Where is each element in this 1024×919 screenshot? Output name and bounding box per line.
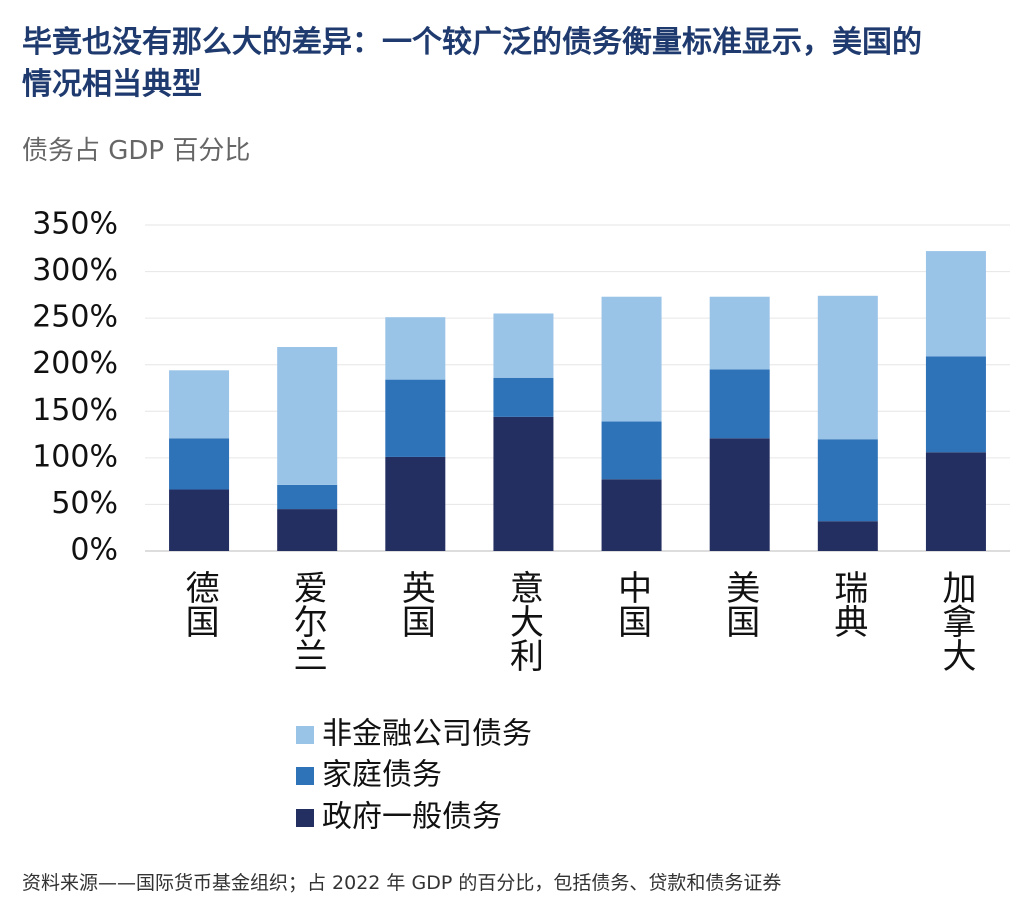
chart: 0% 50% 100% 150% 200% 250% 300% 350% 德国 爱尔兰 英国 意大利 中… (32, 207, 1010, 835)
y-tick-label: 50% (51, 486, 118, 521)
x-tick-label: 瑞典 (828, 570, 868, 638)
chart-subtitle: 债务占 GDP 百分比 (22, 136, 251, 166)
bar-segment (385, 317, 446, 380)
bar-segment (169, 489, 230, 551)
bar-segment (601, 479, 662, 551)
bar-segment (493, 313, 554, 378)
x-tick-label: 爱尔兰 (287, 570, 327, 672)
x-tick-label: 加拿大 (936, 570, 976, 672)
bar-segment (169, 438, 230, 490)
bar-segment (709, 369, 770, 439)
legend-swatch (296, 767, 314, 785)
legend-label: 政府一般债务 (322, 800, 502, 835)
bar-segment (277, 509, 338, 551)
y-tick-label: 300% (32, 253, 118, 288)
x-tick-label: 英国 (395, 570, 435, 638)
source-note: 资料来源——国际货币基金组织；占 2022 年 GDP 的百分比，包括债务、贷款… (22, 872, 782, 894)
bar-segment (817, 439, 878, 522)
bar-segment (925, 452, 986, 551)
bar-segment (817, 521, 878, 551)
chart-title: 毕竟也没有那么大的差异：一个较广泛的债务衡量标准显示，美国的情况相当典型 (22, 25, 922, 102)
legend-label: 家庭债务 (322, 758, 442, 793)
legend-label: 非金融公司债务 (322, 717, 532, 752)
bar-segment (709, 438, 770, 551)
x-tick-label: 德国 (179, 570, 219, 638)
legend-swatch (296, 809, 314, 827)
bar-segment (169, 370, 230, 439)
y-tick-label: 150% (32, 393, 118, 428)
bar-segment (493, 416, 554, 551)
bar-segment (709, 296, 770, 370)
bar-segment (601, 421, 662, 480)
y-tick-label: 0% (70, 533, 118, 568)
y-tick-label: 250% (32, 300, 118, 335)
x-tick-label: 意大利 (503, 570, 543, 672)
bar-segment (277, 484, 338, 510)
bar-segment (277, 347, 338, 485)
y-tick-label: 350% (32, 207, 118, 242)
bar-segment (385, 379, 446, 457)
bar-segment (925, 251, 986, 357)
bar-segment (385, 456, 446, 551)
bar-segment (817, 295, 878, 440)
bar-segment (493, 377, 554, 417)
bar-segment (601, 296, 662, 422)
y-tick-label: 100% (32, 439, 118, 474)
x-tick-label: 美国 (720, 570, 760, 638)
legend-swatch (296, 726, 314, 744)
x-tick-label: 中国 (612, 570, 652, 638)
bar-segment (925, 356, 986, 453)
y-tick-label: 200% (32, 346, 118, 381)
